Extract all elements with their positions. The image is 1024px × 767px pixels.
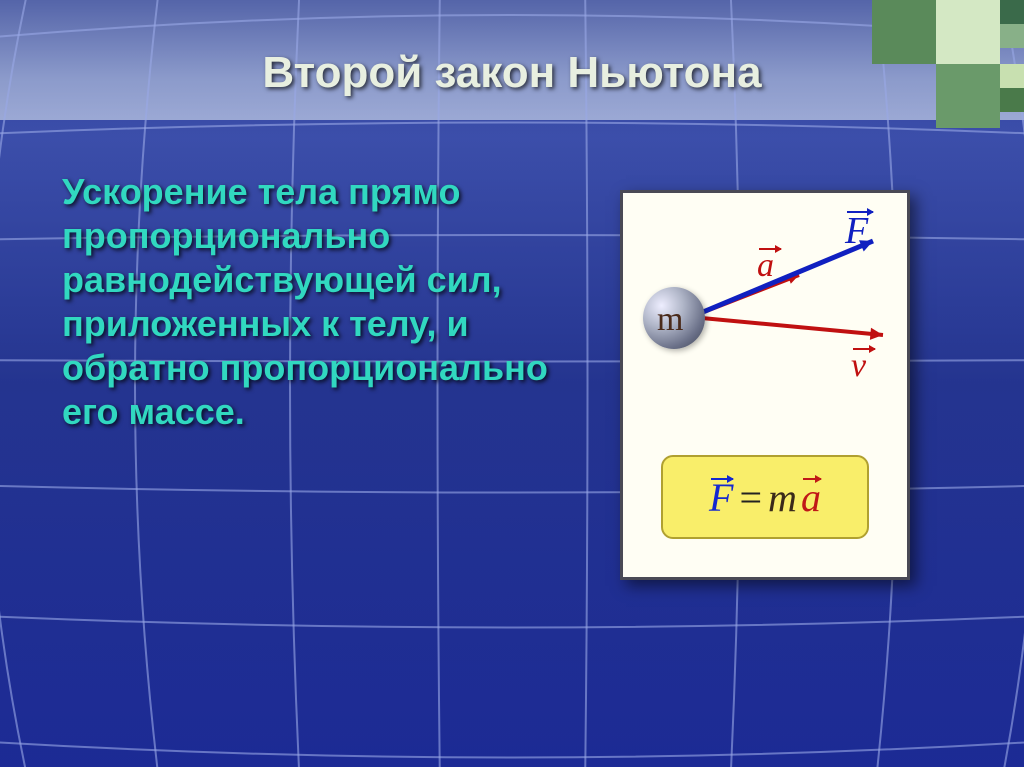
slide-body-text: Ускорение тела прямо пропорционально рав…	[62, 170, 552, 433]
accel-label-text: a	[757, 247, 774, 284]
vector-diagram: m F a v	[635, 205, 895, 415]
accel-label: a	[757, 247, 774, 285]
formula-m: m	[766, 474, 799, 521]
mass-label: m	[657, 301, 683, 339]
velocity-label-text: v	[851, 347, 866, 384]
slide-title: Второй закон Ньютона	[0, 48, 1024, 98]
formula-a: a	[799, 474, 823, 521]
slide: Второй закон Ньютона Ускорение тела прям…	[0, 0, 1024, 767]
formula-box: F = m a	[661, 455, 869, 539]
formula-equals: =	[735, 474, 766, 521]
diagram-card: m F a v F = m a	[620, 190, 910, 580]
force-label: F	[845, 209, 868, 253]
velocity-label: v	[851, 347, 866, 385]
force-label-text: F	[845, 210, 868, 252]
formula-F: F	[707, 474, 735, 521]
